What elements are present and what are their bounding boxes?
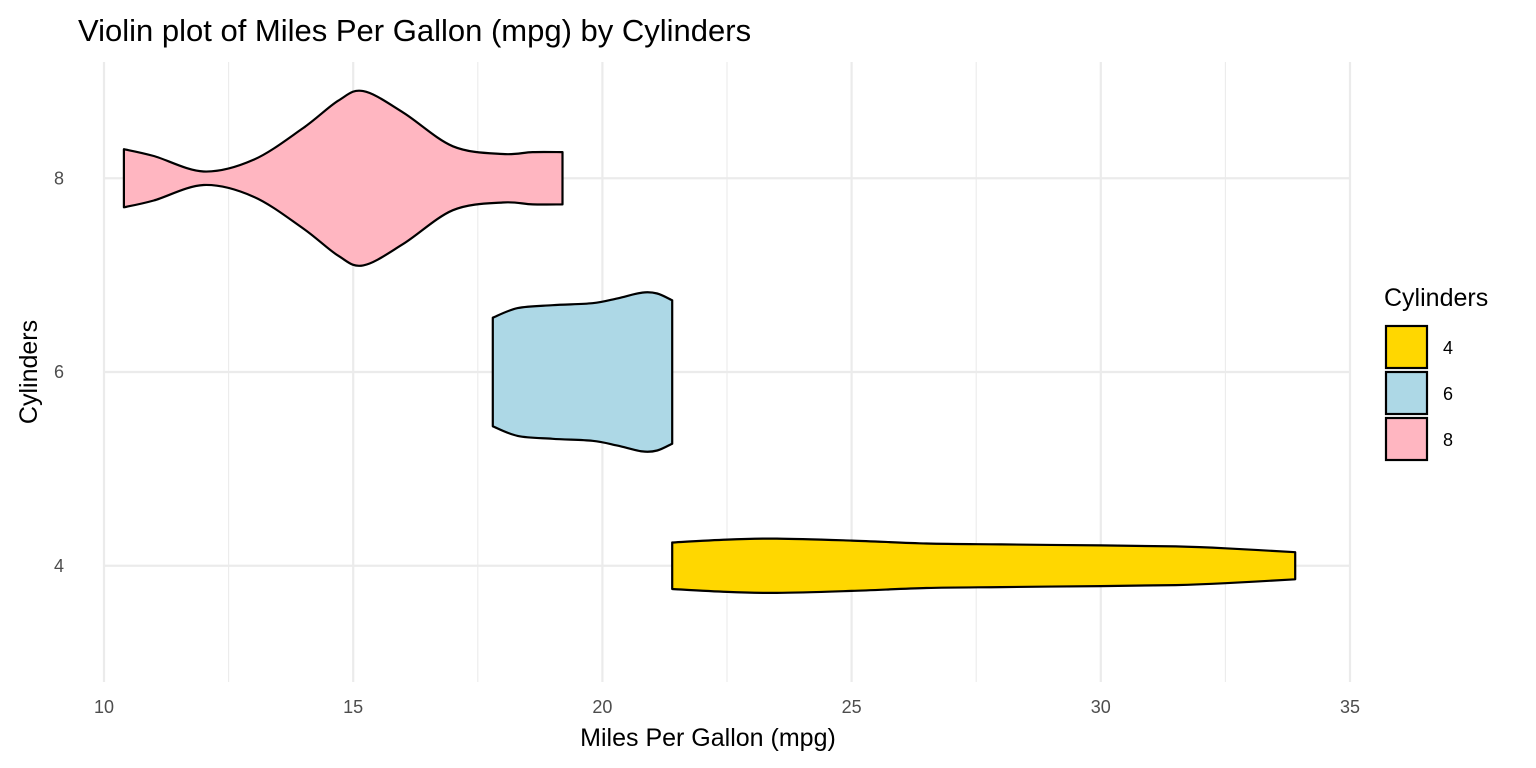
y-tick-label: 8 [54, 168, 64, 188]
legend-label-6: 6 [1443, 384, 1453, 404]
x-axis-title: Miles Per Gallon (mpg) [580, 724, 836, 752]
legend-label-8: 8 [1443, 430, 1453, 450]
violin-cyl-8 [122, 89, 564, 267]
legend-key-6 [1384, 370, 1429, 416]
legend-key-8 [1384, 416, 1429, 462]
x-tick-label: 35 [1340, 697, 1360, 717]
x-tick-label: 15 [343, 697, 363, 717]
x-tick-label: 20 [592, 697, 612, 717]
x-tick-label: 25 [842, 697, 862, 717]
legend-title: Cylinders [1384, 284, 1488, 312]
x-tick-label: 10 [94, 697, 114, 717]
violins [122, 89, 1297, 595]
violin-cyl-4 [671, 537, 1297, 595]
violin-cyl-6 [491, 291, 674, 453]
legend: Cylinders 4 6 8 [1384, 284, 1488, 462]
tick-labels: 10 15 20 25 30 35 4 6 8 [54, 168, 1360, 717]
legend-label-4: 4 [1443, 338, 1453, 358]
y-axis-title: Cylinders [15, 320, 43, 424]
y-tick-label: 4 [54, 556, 64, 576]
chart-title: Violin plot of Miles Per Gallon (mpg) by… [78, 13, 751, 48]
y-tick-label: 6 [54, 362, 64, 382]
x-tick-label: 30 [1091, 697, 1111, 717]
legend-key-4 [1384, 324, 1429, 370]
